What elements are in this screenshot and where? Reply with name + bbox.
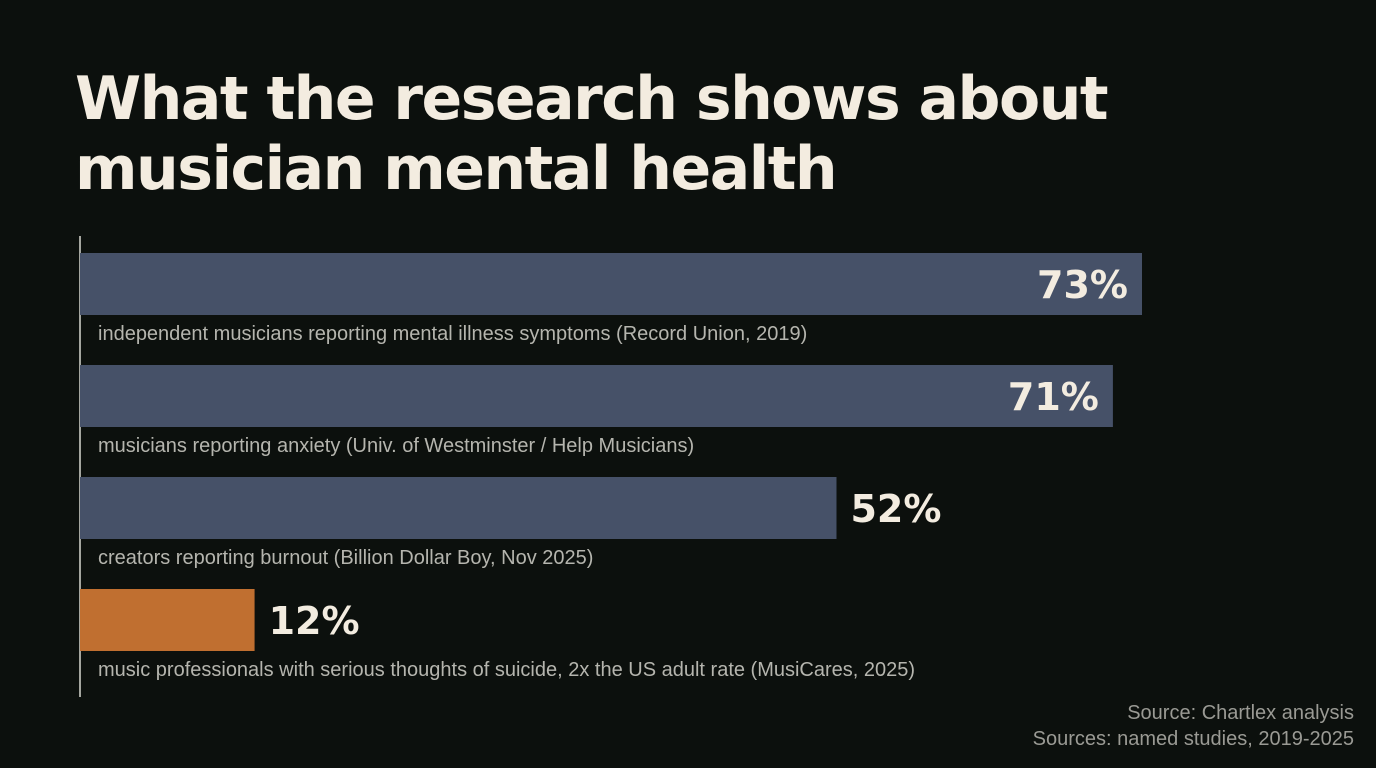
bar-category-label: music professionals with serious thought…: [98, 659, 915, 681]
bar-value-label: 73%: [1037, 263, 1128, 307]
source-line-2: Sources: named studies, 2019-2025: [1032, 728, 1354, 750]
bar: [80, 253, 1142, 315]
source-note: Source: Chartlex analysis Sources: named…: [1033, 700, 1354, 752]
chart-title: What the research shows about musician m…: [75, 64, 1109, 204]
bar-category-label: creators reporting burnout (Billion Doll…: [98, 547, 593, 569]
bar-category-label: musicians reporting anxiety (Univ. of We…: [98, 435, 694, 457]
bar: [80, 365, 1113, 427]
bar-value-label: 12%: [269, 599, 360, 643]
bar-highlight: [80, 589, 255, 651]
bar-value-label: 71%: [1008, 375, 1099, 419]
source-line-1: Source: Chartlex analysis: [1127, 702, 1354, 724]
bar-category-label: independent musicians reporting mental i…: [98, 323, 807, 345]
bar: [80, 477, 837, 539]
bar-value-label: 52%: [850, 487, 941, 531]
